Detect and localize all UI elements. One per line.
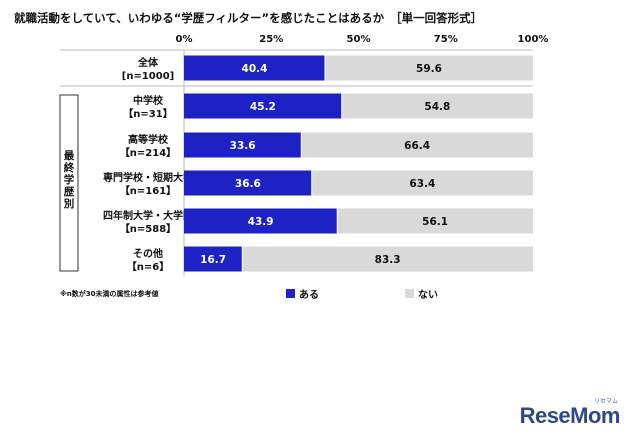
bar-nai-value-label: 63.4 <box>409 178 435 190</box>
bar-aru <box>184 55 325 81</box>
bar-aru <box>184 208 338 234</box>
legend-swatch-nai <box>405 289 414 298</box>
chart-title-text: 就職活動をしていて、いわゆる“学歴フィルター”を感じたことはあるか <box>14 11 385 25</box>
group-label-char: 最 <box>64 149 75 162</box>
bar-nai <box>311 170 533 196</box>
bar-aru-value-label: 33.6 <box>230 140 256 152</box>
category-n-label: 【n=588】 <box>120 222 176 235</box>
category-label: 四年制大学・大学院 <box>103 209 193 222</box>
bar-nai-value-label: 54.8 <box>424 101 450 113</box>
x-tick-label: 25% <box>259 34 283 45</box>
resemom-logo: ReseMom <box>519 403 621 428</box>
logo-subtext: リセマム <box>593 398 618 405</box>
bar-nai-value-label: 66.4 <box>404 140 430 152</box>
category-n-label: 【n=161】 <box>120 184 176 197</box>
bar-nai <box>301 132 533 158</box>
x-tick-label: 0% <box>176 34 193 45</box>
category-n-label: 【n=31】 <box>123 107 172 120</box>
legend-item-aru: ある <box>286 286 319 301</box>
group-label-char: 歴 <box>64 186 75 198</box>
legend-label-aru: ある <box>299 290 319 301</box>
category-n-label: 【n=214】 <box>120 146 176 159</box>
x-tick-label: 75% <box>434 34 458 45</box>
category-label: 専門学校・短期大学 <box>103 171 193 184</box>
category-n-label: [n=1000] <box>122 71 174 82</box>
group-label-char: 別 <box>63 197 75 210</box>
bar-nai <box>324 55 533 81</box>
footnote: ※n数が30未満の属性は参考値 <box>60 290 159 298</box>
bar-aru-value-label: 16.7 <box>200 254 226 266</box>
category-label: 高等学校 <box>128 133 169 146</box>
bar-aru <box>184 170 312 196</box>
category-n-label: 【n=6】 <box>127 260 169 273</box>
bar-nai-value-label: 59.6 <box>416 63 442 75</box>
bar-aru <box>184 246 243 272</box>
group-label-char: 学 <box>64 173 75 186</box>
legend-item-nai: ない <box>405 286 438 301</box>
group-bracket <box>59 94 79 272</box>
bar-aru <box>184 93 342 119</box>
bar-nai-value-label: 83.3 <box>375 254 401 266</box>
legend-swatch-aru <box>286 289 295 298</box>
bar-nai <box>337 208 533 234</box>
chart-subtitle: ［単一回答形式］ <box>390 11 483 25</box>
category-label: 全体 <box>137 56 159 69</box>
chart-title: 就職活動をしていて、いわゆる“学歴フィルター”を感じたことはあるか ［単一回答形式… <box>14 10 482 26</box>
bar-aru-value-label: 43.9 <box>248 216 274 228</box>
bar-nai <box>242 246 533 272</box>
bar-aru-value-label: 36.6 <box>235 178 261 190</box>
category-label: 中学校 <box>133 94 164 107</box>
bar-nai-value-label: 56.1 <box>422 216 448 228</box>
bar-nai <box>341 93 533 119</box>
bar-aru <box>184 132 302 158</box>
category-label: その他 <box>133 247 163 260</box>
legend-label-nai: ない <box>418 290 438 301</box>
x-tick-label: 100% <box>518 34 549 45</box>
x-tick-label: 50% <box>347 34 371 45</box>
bar-aru-value-label: 40.4 <box>242 63 268 75</box>
bar-aru-value-label: 45.2 <box>250 101 276 113</box>
group-label-char: 終 <box>64 161 75 174</box>
